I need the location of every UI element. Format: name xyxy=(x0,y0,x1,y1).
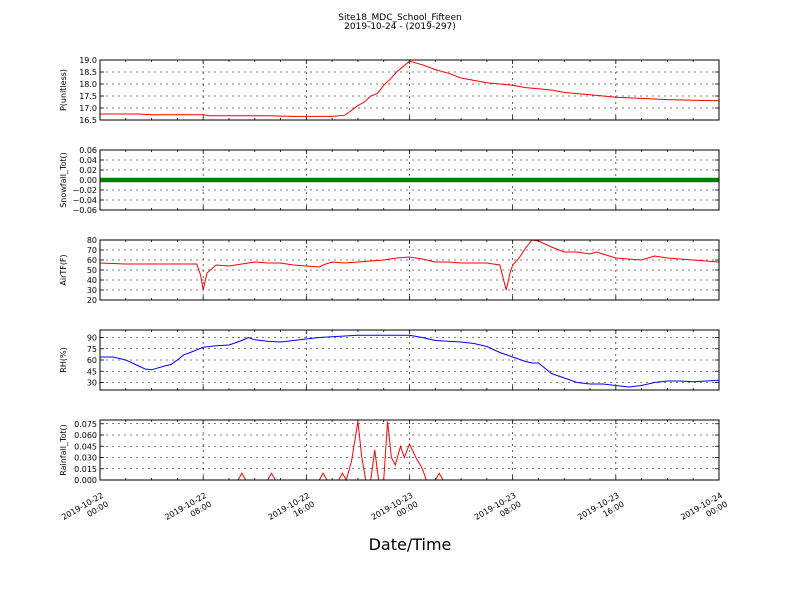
axes-frame xyxy=(99,149,720,211)
y-tick-label: 90 xyxy=(87,334,97,343)
y-tick-label: 60 xyxy=(87,356,97,365)
x-tick-label: 2019-10-2316:00 xyxy=(576,491,626,531)
y-tick-label: 20 xyxy=(87,296,97,305)
y-axis-label: AirTF(F) xyxy=(59,254,68,285)
panel-4: 30 45 60 75 90 RH(%) xyxy=(59,329,720,391)
y-tick-label: 0.06 xyxy=(79,146,97,155)
y-tick-label: 18.0 xyxy=(79,80,97,89)
axes-frame xyxy=(99,59,720,121)
series-line xyxy=(100,334,720,388)
y-tick-label: 0.045 xyxy=(74,442,97,451)
y-tick-label: 0.00 xyxy=(79,176,97,185)
y-tick-label: 0.030 xyxy=(74,454,97,463)
y-tick-label: 0.000 xyxy=(74,476,97,485)
axes-frame xyxy=(99,419,720,481)
y-tick-label: 19.0 xyxy=(79,56,97,65)
y-tick-label: 30 xyxy=(87,286,97,295)
y-tick-label: 0.060 xyxy=(74,431,97,440)
y-axis-label: P(unitless) xyxy=(59,69,68,111)
y-tick-label: 0.02 xyxy=(79,166,97,175)
y-tick-label: 40 xyxy=(87,276,97,285)
y-tick-label: 0.075 xyxy=(74,420,97,429)
y-axis-label: Rainfall_Tot() xyxy=(59,424,68,476)
y-tick-label: 0.04 xyxy=(79,156,97,165)
chart-subtitle: 2019-10-24 - (2019-297) xyxy=(344,22,456,32)
chart-title: Site18_MDC_School_Fifteen xyxy=(338,13,461,23)
y-tick-label: 60 xyxy=(87,256,97,265)
y-tick-label: 0.015 xyxy=(74,465,97,474)
y-tick-label: 17.0 xyxy=(79,104,97,113)
y-tick-label: 30 xyxy=(87,379,97,388)
x-axis-label: Date/Time xyxy=(369,535,452,554)
series-line xyxy=(99,239,720,291)
y-tick-label: −0.04 xyxy=(72,196,97,205)
x-tick-label: 2019-10-2216:00 xyxy=(267,491,317,531)
panels: 16.5 17.0 17.5 18.0 18.5 19.0 P(unitless) −0.06… xyxy=(59,56,720,485)
axes-frame xyxy=(99,329,720,391)
y-axis-label: Snowfall_Tot() xyxy=(59,152,68,208)
x-tick-label: 2019-10-2300:00 xyxy=(370,491,420,531)
y-axis-label: RH(%) xyxy=(59,347,68,372)
x-tick-label: 2019-10-2400:00 xyxy=(679,491,729,531)
x-tick-label: 2019-10-2208:00 xyxy=(163,491,213,531)
x-tick-label: 2019-10-2308:00 xyxy=(473,491,523,531)
panel-2: −0.06−0.04−0.020.000.020.040.06 Snowfall_… xyxy=(59,146,720,215)
panel-5: 0.000 0.015 0.030 0.045 0.060 0.075 Rainfall_T… xyxy=(59,419,720,485)
x-tick-label: 2019-10-2200:00 xyxy=(60,491,110,531)
y-tick-label: −0.02 xyxy=(72,186,97,195)
y-tick-label: 50 xyxy=(87,266,97,275)
axes-frame xyxy=(99,239,720,301)
y-tick-label: −0.06 xyxy=(72,206,97,215)
panel-1: 16.5 17.0 17.5 18.0 18.5 19.0 P(unitless) xyxy=(59,56,720,125)
y-tick-label: 16.5 xyxy=(79,116,97,125)
y-tick-label: 18.5 xyxy=(79,68,97,77)
y-tick-label: 45 xyxy=(87,367,97,376)
y-tick-label: 75 xyxy=(87,345,97,354)
x-tick-labels: 2019-10-2200:00 2019-10-2208:00 2019-10-22… xyxy=(60,491,729,531)
y-tick-label: 17.5 xyxy=(79,92,97,101)
y-tick-label: 70 xyxy=(87,246,97,255)
series-line xyxy=(100,60,720,117)
y-tick-label: 80 xyxy=(87,236,97,245)
